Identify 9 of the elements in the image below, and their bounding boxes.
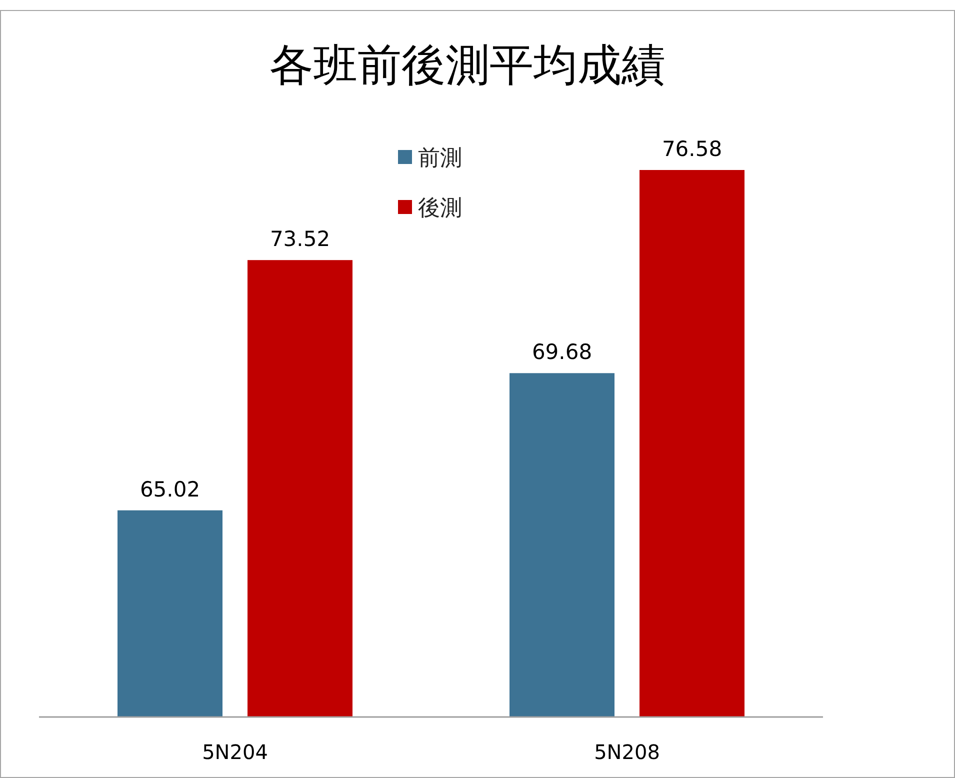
data-label: 73.52 (270, 227, 330, 252)
x-tick-label: 5N208 (594, 740, 660, 764)
data-label: 65.02 (140, 477, 200, 502)
legend-label: 前測 (418, 146, 462, 171)
data-label: 69.68 (532, 340, 592, 364)
data-label: 76.58 (662, 137, 722, 161)
chart-title: 各班前後測平均成績 (270, 40, 666, 91)
x-tick-label: 5N204 (202, 740, 268, 764)
legend-label: 後測 (418, 196, 462, 221)
